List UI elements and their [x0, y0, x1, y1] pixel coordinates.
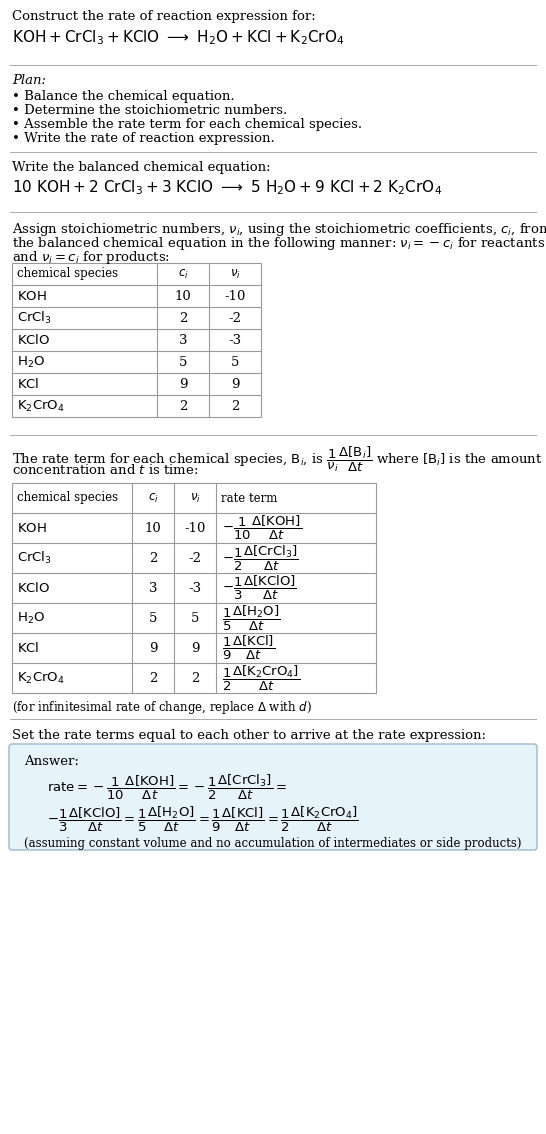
Text: 9: 9	[231, 378, 239, 390]
Text: $\dfrac{1}{9}\dfrac{\Delta[\mathrm{KCl}]}{\Delta t}$: $\dfrac{1}{9}\dfrac{\Delta[\mathrm{KCl}]…	[222, 634, 275, 662]
Text: $-\dfrac{1}{2}\dfrac{\Delta[\mathrm{CrCl_3}]}{\Delta t}$: $-\dfrac{1}{2}\dfrac{\Delta[\mathrm{CrCl…	[222, 543, 299, 573]
Text: $c_i$: $c_i$	[147, 491, 158, 505]
Text: 3: 3	[149, 582, 157, 594]
Text: Set the rate terms equal to each other to arrive at the rate expression:: Set the rate terms equal to each other t…	[12, 729, 486, 742]
Text: 10: 10	[175, 289, 192, 303]
Bar	[12, 263, 261, 417]
Text: and $\nu_i = c_i$ for products:: and $\nu_i = c_i$ for products:	[12, 249, 170, 266]
Text: 2: 2	[149, 671, 157, 685]
Text: the balanced chemical equation in the following manner: $\nu_i = -c_i$ for react: the balanced chemical equation in the fo…	[12, 235, 545, 252]
Text: chemical species: chemical species	[17, 491, 118, 505]
Text: $\nu_i$: $\nu_i$	[230, 268, 240, 280]
Text: $\mathrm{KOH}$: $\mathrm{KOH}$	[17, 522, 47, 534]
Text: (assuming constant volume and no accumulation of intermediates or side products): (assuming constant volume and no accumul…	[24, 837, 521, 850]
Text: $-\dfrac{1}{3}\dfrac{\Delta[\mathrm{KClO}]}{\Delta t} = \dfrac{1}{5}\dfrac{\Delt: $-\dfrac{1}{3}\dfrac{\Delta[\mathrm{KClO…	[47, 805, 359, 835]
Text: $\mathrm{KOH}$: $\mathrm{KOH}$	[17, 289, 47, 303]
Text: 5: 5	[231, 355, 239, 369]
Text: • Balance the chemical equation.: • Balance the chemical equation.	[12, 90, 235, 103]
Text: Answer:: Answer:	[24, 755, 79, 768]
Text: $\mathrm{KCl}$: $\mathrm{KCl}$	[17, 376, 39, 391]
Text: 2: 2	[149, 551, 157, 565]
Text: $\mathrm{KClO}$: $\mathrm{KClO}$	[17, 333, 50, 347]
FancyBboxPatch shape	[9, 744, 537, 850]
Text: The rate term for each chemical species, $\mathrm{B}_i$, is $\dfrac{1}{\nu_i}\df: The rate term for each chemical species,…	[12, 445, 543, 474]
Text: $\mathrm{KClO}$: $\mathrm{KClO}$	[17, 581, 50, 595]
Text: $\mathrm{KOH + CrCl_3 + KClO\ \longrightarrow\ H_2O + KCl + K_2CrO_4}$: $\mathrm{KOH + CrCl_3 + KClO\ \longright…	[12, 28, 345, 46]
Text: $-\dfrac{1}{10}\dfrac{\Delta[\mathrm{KOH}]}{\Delta t}$: $-\dfrac{1}{10}\dfrac{\Delta[\mathrm{KOH…	[222, 514, 302, 542]
Text: -10: -10	[224, 289, 246, 303]
Text: 2: 2	[191, 671, 199, 685]
Text: -10: -10	[185, 522, 206, 534]
Text: 5: 5	[179, 355, 187, 369]
Text: $\nu_i$: $\nu_i$	[189, 491, 200, 505]
Text: • Assemble the rate term for each chemical species.: • Assemble the rate term for each chemic…	[12, 118, 362, 132]
Text: 10: 10	[145, 522, 162, 534]
Text: $\mathrm{K_2CrO_4}$: $\mathrm{K_2CrO_4}$	[17, 670, 64, 686]
Text: $\mathrm{CrCl_3}$: $\mathrm{CrCl_3}$	[17, 550, 52, 566]
Text: $c_i$: $c_i$	[177, 268, 188, 280]
Text: 5: 5	[149, 611, 157, 625]
Text: rate term: rate term	[221, 491, 277, 505]
Text: chemical species: chemical species	[17, 268, 118, 280]
Text: $\mathrm{rate} = -\dfrac{1}{10}\dfrac{\Delta[\mathrm{KOH}]}{\Delta t} = -\dfrac{: $\mathrm{rate} = -\dfrac{1}{10}\dfrac{\D…	[47, 773, 287, 802]
Text: 5: 5	[191, 611, 199, 625]
Text: $\mathrm{KCl}$: $\mathrm{KCl}$	[17, 641, 39, 655]
Text: -3: -3	[228, 333, 241, 347]
Text: 9: 9	[191, 642, 199, 654]
Text: Assign stoichiometric numbers, $\nu_i$, using the stoichiometric coefficients, $: Assign stoichiometric numbers, $\nu_i$, …	[12, 221, 546, 238]
Bar	[12, 483, 376, 693]
Text: $\mathrm{10\ KOH + 2\ CrCl_3 + 3\ KClO\ \longrightarrow\ 5\ H_2O + 9\ KCl + 2\ K: $\mathrm{10\ KOH + 2\ CrCl_3 + 3\ KClO\ …	[12, 178, 442, 196]
Text: concentration and $t$ is time:: concentration and $t$ is time:	[12, 463, 198, 477]
Text: $\mathrm{H_2O}$: $\mathrm{H_2O}$	[17, 355, 45, 370]
Text: -3: -3	[188, 582, 201, 594]
Text: $\mathrm{K_2CrO_4}$: $\mathrm{K_2CrO_4}$	[17, 398, 64, 414]
Text: $-\dfrac{1}{3}\dfrac{\Delta[\mathrm{KClO}]}{\Delta t}$: $-\dfrac{1}{3}\dfrac{\Delta[\mathrm{KClO…	[222, 574, 296, 602]
Text: $\mathrm{CrCl_3}$: $\mathrm{CrCl_3}$	[17, 310, 52, 327]
Text: $\dfrac{1}{2}\dfrac{\Delta[\mathrm{K_2CrO_4}]}{\Delta t}$: $\dfrac{1}{2}\dfrac{\Delta[\mathrm{K_2Cr…	[222, 663, 300, 693]
Text: 9: 9	[179, 378, 187, 390]
Text: Plan:: Plan:	[12, 74, 46, 87]
Text: 9: 9	[149, 642, 157, 654]
Text: 2: 2	[231, 399, 239, 413]
Text: $\dfrac{1}{5}\dfrac{\Delta[\mathrm{H_2O}]}{\Delta t}$: $\dfrac{1}{5}\dfrac{\Delta[\mathrm{H_2O}…	[222, 603, 280, 633]
Text: Construct the rate of reaction expression for:: Construct the rate of reaction expressio…	[12, 10, 316, 23]
Text: 2: 2	[179, 312, 187, 324]
Text: • Write the rate of reaction expression.: • Write the rate of reaction expression.	[12, 132, 275, 145]
Text: Write the balanced chemical equation:: Write the balanced chemical equation:	[12, 161, 271, 174]
Text: 3: 3	[179, 333, 187, 347]
Text: 2: 2	[179, 399, 187, 413]
Text: -2: -2	[188, 551, 201, 565]
Text: $\mathrm{H_2O}$: $\mathrm{H_2O}$	[17, 610, 45, 626]
Text: • Determine the stoichiometric numbers.: • Determine the stoichiometric numbers.	[12, 104, 287, 117]
Text: (for infinitesimal rate of change, replace $\Delta$ with $d$): (for infinitesimal rate of change, repla…	[12, 699, 312, 716]
Text: -2: -2	[228, 312, 241, 324]
